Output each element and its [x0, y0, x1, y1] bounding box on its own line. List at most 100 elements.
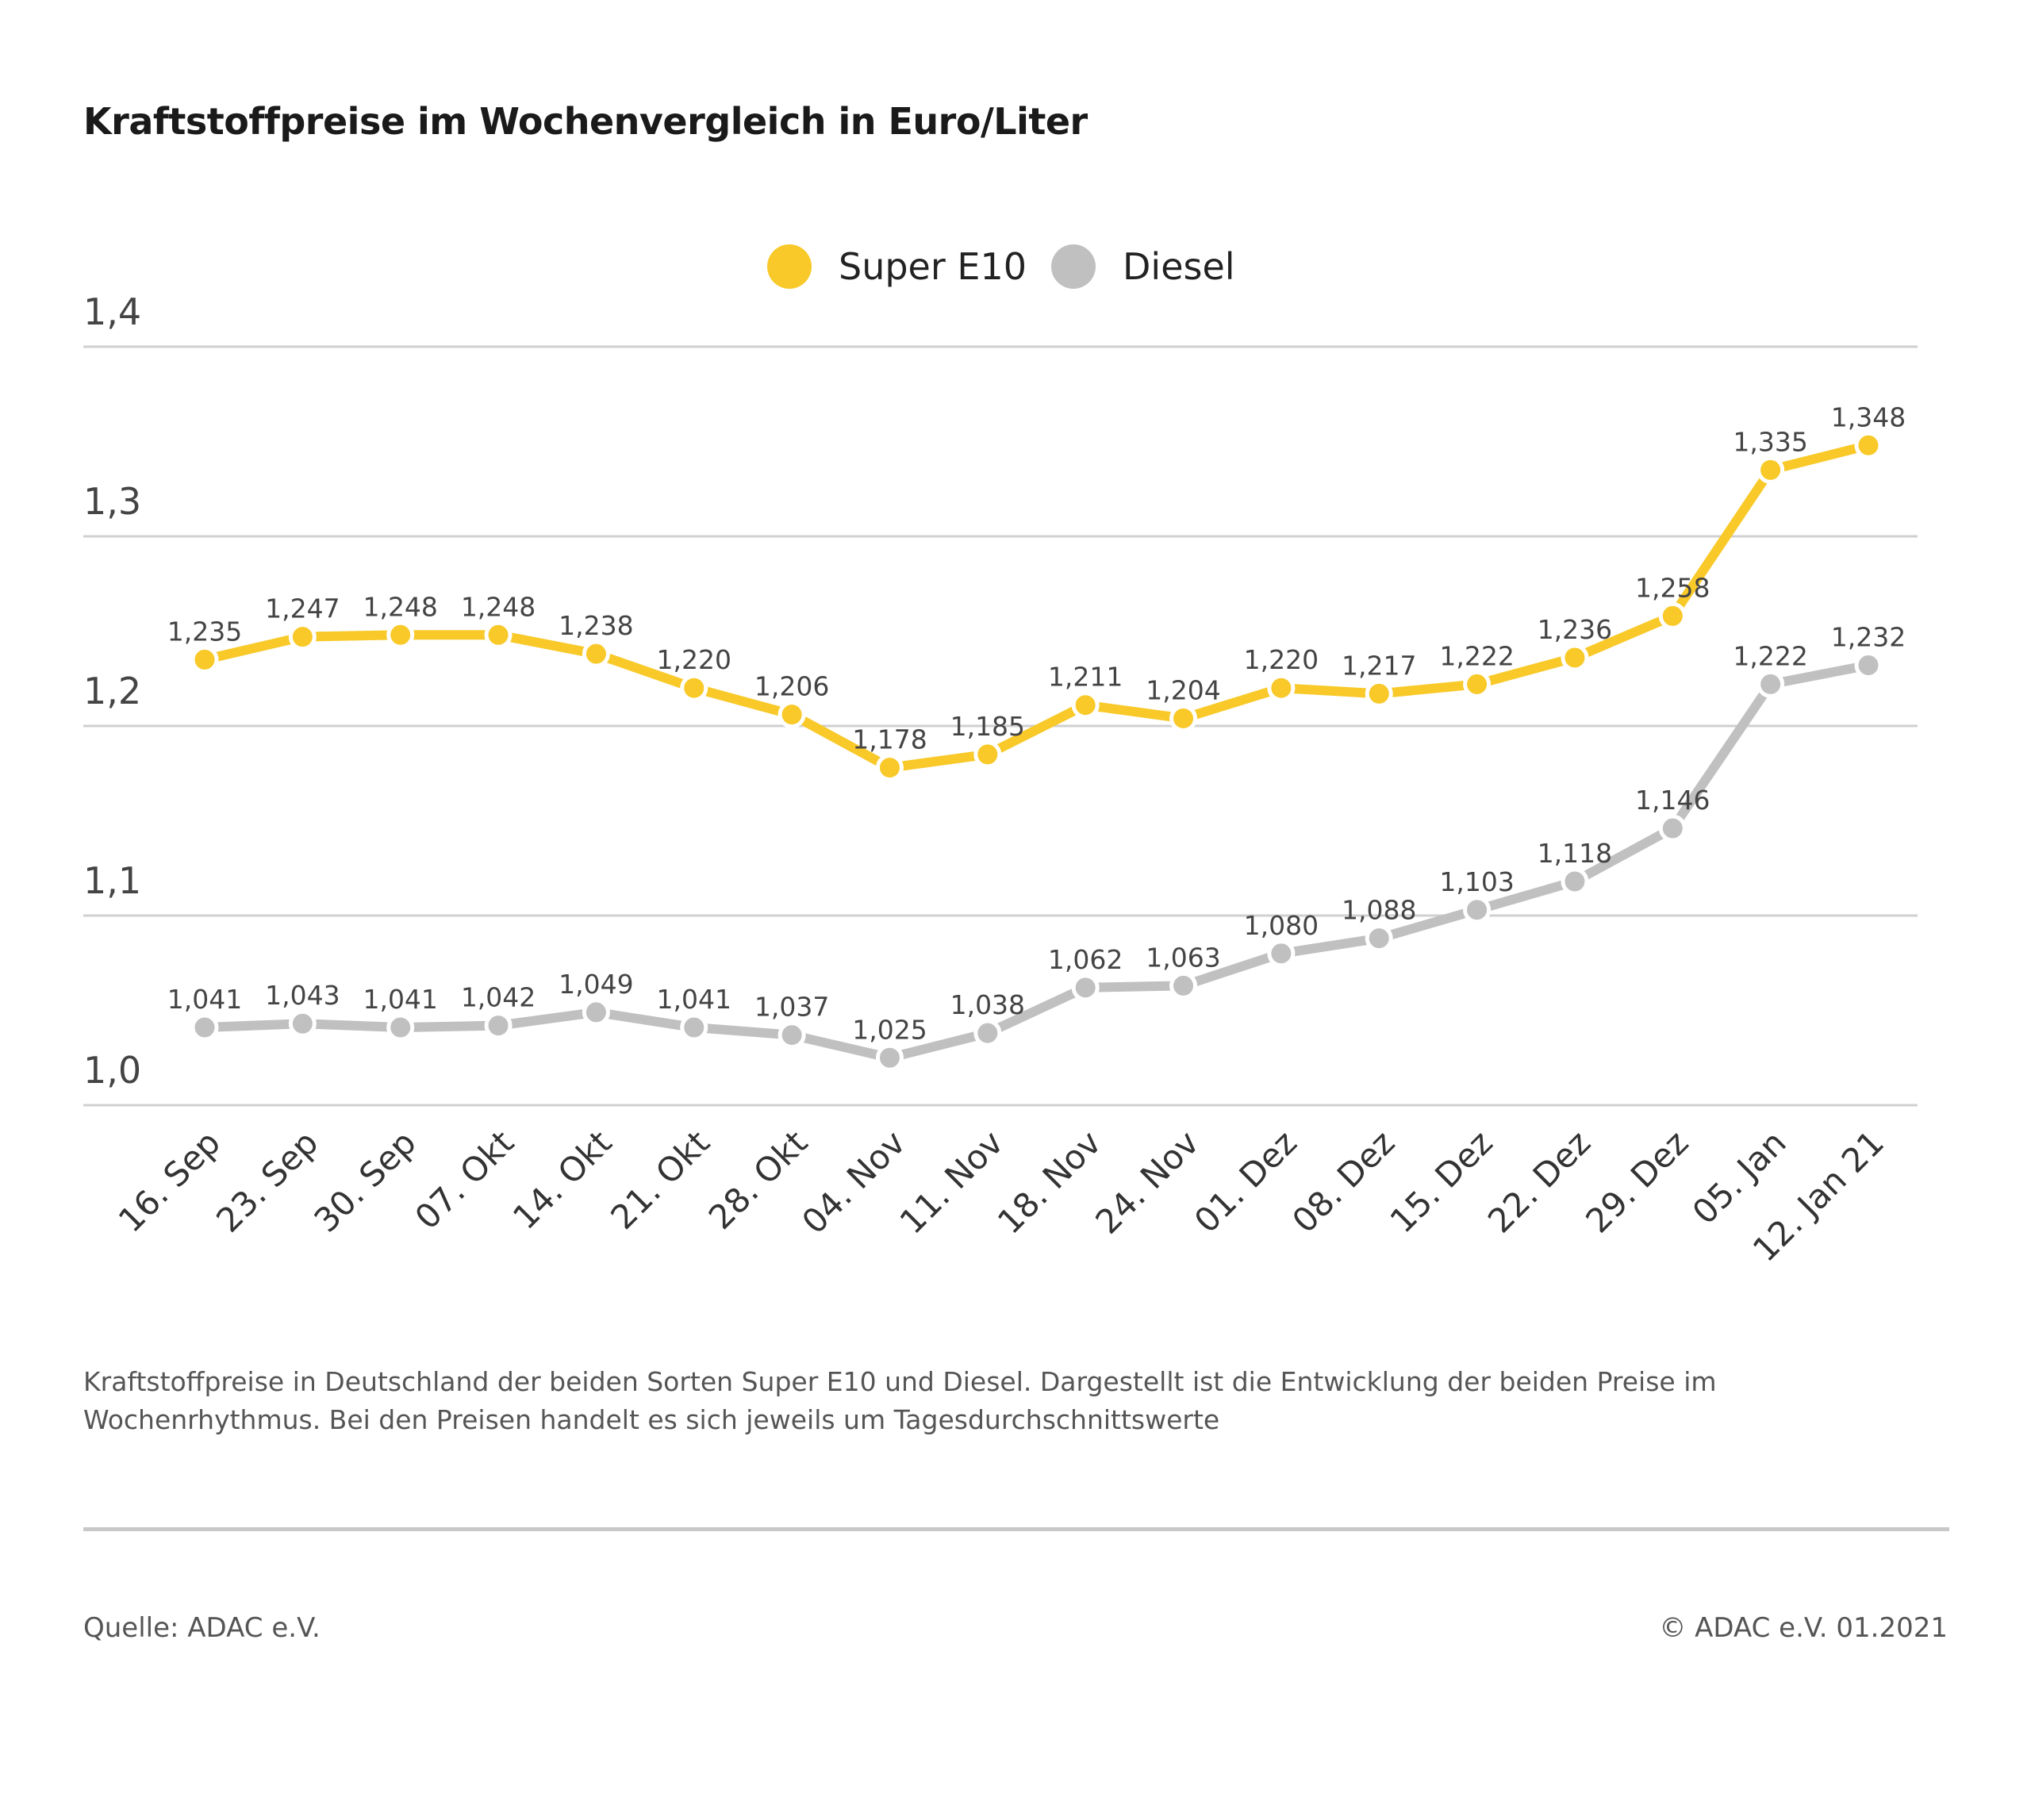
data-point	[1267, 939, 1296, 968]
data-label: 1,103	[1439, 866, 1514, 897]
x-tick-label: 18. Nov	[990, 1123, 1108, 1241]
data-point	[777, 701, 806, 729]
data-label: 1,204	[1146, 674, 1220, 705]
data-point	[1365, 924, 1393, 953]
data-point	[1071, 691, 1100, 720]
data-label: 1,206	[754, 671, 829, 702]
data-label: 1,043	[265, 980, 340, 1011]
data-label: 1,062	[1048, 944, 1123, 975]
series-line	[204, 660, 1870, 1063]
legend-marker-super-e10	[767, 244, 812, 289]
data-label: 1,041	[167, 984, 242, 1015]
data-point	[582, 998, 610, 1027]
data-point	[1463, 896, 1492, 924]
data-point	[288, 623, 317, 651]
data-point	[1561, 867, 1589, 896]
data-label: 1,247	[265, 593, 340, 624]
chart-title: Kraftstoffpreise im Wochenvergleich in E…	[83, 100, 1088, 143]
data-point	[1854, 431, 1883, 459]
data-label: 1,146	[1635, 785, 1710, 816]
x-tick-label: 01. Dez	[1187, 1123, 1304, 1240]
series-line	[203, 440, 1870, 773]
data-point	[484, 620, 513, 649]
source-text: Quelle: ADAC e.V.	[83, 1612, 321, 1644]
data-label: 1,037	[754, 992, 829, 1023]
data-label: 1,041	[363, 984, 437, 1015]
data-label: 1,236	[1538, 614, 1612, 645]
y-tick-label: 1,1	[83, 859, 141, 902]
data-label: 1,220	[1244, 644, 1319, 675]
data-label: 1,258	[1635, 572, 1710, 603]
data-label: 1,118	[1538, 838, 1612, 869]
data-point	[1658, 601, 1687, 630]
copyright-text: © ADAC e.V. 01.2021	[1659, 1612, 1948, 1644]
data-point	[386, 1013, 415, 1042]
data-point	[386, 620, 415, 649]
data-label: 1,178	[852, 724, 927, 755]
data-point	[680, 674, 708, 702]
data-point	[1561, 643, 1589, 672]
data-point	[1756, 670, 1785, 698]
x-tick-label: 24. Nov	[1088, 1123, 1206, 1241]
x-tick-label: 16. Sep	[111, 1123, 228, 1239]
data-label: 1,220	[657, 644, 731, 675]
data-point	[582, 639, 610, 668]
data-point	[1169, 704, 1198, 732]
x-tick-label: 22. Dez	[1480, 1123, 1598, 1240]
data-point	[1658, 814, 1687, 843]
data-point	[1267, 674, 1296, 702]
data-label: 1,211	[1048, 662, 1123, 693]
data-label: 1,025	[852, 1014, 927, 1045]
data-label: 1,063	[1146, 942, 1220, 973]
data-label: 1,238	[559, 610, 633, 641]
y-tick-label: 1,2	[83, 670, 141, 712]
data-point	[875, 1043, 904, 1072]
data-point	[1365, 679, 1393, 708]
legend-label: Diesel	[1123, 245, 1235, 288]
data-label: 1,080	[1244, 910, 1319, 941]
data-label: 1,041	[657, 984, 731, 1015]
data-point	[288, 1009, 317, 1038]
data-point	[1756, 455, 1785, 484]
data-point	[1854, 651, 1883, 680]
data-point	[1169, 971, 1198, 1000]
x-tick-label: 23. Sep	[209, 1123, 325, 1239]
data-label: 1,185	[950, 711, 1025, 742]
data-point	[973, 1019, 1002, 1047]
legend-label: Super E10	[839, 245, 1027, 288]
data-point	[973, 740, 1002, 769]
x-tick-label: 29. Dez	[1578, 1123, 1695, 1240]
data-point	[777, 1021, 806, 1050]
y-tick-label: 1,0	[83, 1049, 141, 1092]
x-tick-label: 14. Okt	[505, 1123, 620, 1237]
data-label: 1,235	[167, 616, 242, 647]
data-label: 1,248	[461, 591, 536, 622]
data-point	[190, 645, 219, 674]
data-point	[1463, 670, 1492, 698]
data-point	[484, 1012, 513, 1040]
data-label: 1,222	[1733, 640, 1807, 671]
x-tick-label: 21. Okt	[603, 1123, 717, 1237]
legend-marker-diesel	[1051, 244, 1096, 289]
data-label: 1,248	[363, 591, 437, 622]
data-point	[1071, 973, 1100, 1002]
data-label: 1,049	[559, 969, 633, 1000]
y-tick-label: 1,4	[83, 290, 141, 333]
chart-footnote: Kraftstoffpreise in Deutschland der beid…	[83, 1366, 1717, 1435]
data-label: 1,088	[1342, 895, 1416, 926]
data-label: 1,038	[950, 989, 1025, 1020]
x-tick-label: 04. Nov	[794, 1123, 912, 1241]
data-label: 1,348	[1831, 401, 1906, 432]
x-tick-label: 30. Sep	[306, 1123, 423, 1239]
y-tick-label: 1,3	[83, 480, 141, 523]
data-label: 1,042	[461, 982, 536, 1013]
data-label: 1,335	[1733, 426, 1807, 457]
data-label: 1,222	[1439, 640, 1514, 671]
data-label: 1,232	[1831, 622, 1906, 653]
x-tick-label: 28. Okt	[701, 1123, 816, 1237]
data-point	[190, 1013, 219, 1042]
x-tick-label: 15. Dez	[1383, 1123, 1500, 1240]
data-point	[875, 754, 904, 782]
data-label: 1,217	[1342, 650, 1416, 681]
